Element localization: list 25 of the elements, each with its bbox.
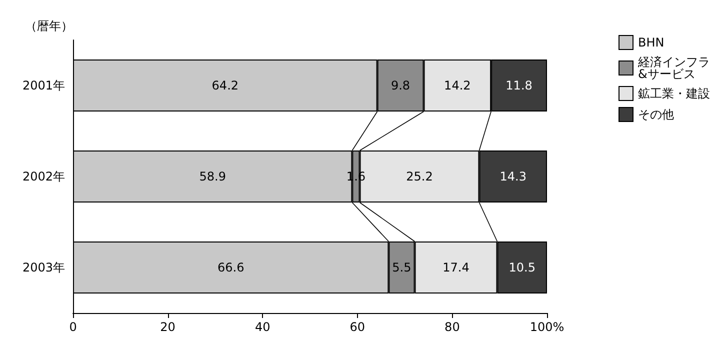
y-tick-label: 2002年 — [22, 170, 65, 184]
legend-label: 経済インフラ&サービス — [637, 55, 710, 81]
x-tick-label: 80 — [444, 320, 460, 334]
x-tick-label: 40 — [254, 320, 270, 334]
legend-label: その他 — [638, 108, 674, 122]
legend-label: BHN — [638, 36, 664, 50]
data-label: 5.5 — [392, 260, 412, 274]
x-tick-label: 20 — [160, 320, 176, 334]
data-label: 25.2 — [406, 170, 433, 184]
legend-label: 鉱工業・建設 — [638, 86, 710, 100]
data-label: 10.5 — [508, 260, 536, 274]
y-tick-label: 2001年 — [22, 78, 65, 92]
x-tick-label: 0 — [69, 320, 77, 334]
y-tick-label: 2003年 — [22, 260, 65, 274]
data-label: 64.2 — [212, 78, 239, 92]
y-axis-title: （暦年） — [25, 19, 73, 33]
data-label: 66.6 — [217, 260, 244, 274]
data-label: 11.8 — [506, 78, 532, 92]
x-tick-label: 100% — [530, 320, 564, 334]
data-label: 17.4 — [442, 260, 470, 274]
data-label: 14.3 — [500, 170, 526, 184]
data-label: 14.2 — [444, 78, 471, 92]
x-tick-label: 60 — [350, 320, 366, 334]
data-label: 58.9 — [199, 170, 226, 184]
data-label: 9.8 — [390, 78, 410, 92]
